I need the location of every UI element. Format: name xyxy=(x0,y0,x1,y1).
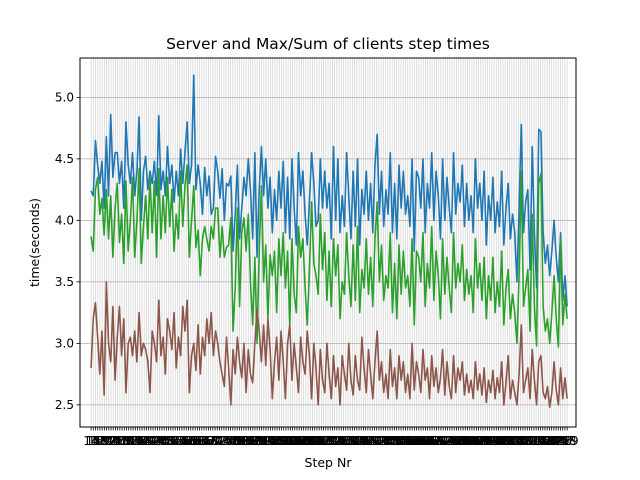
y-tick-label: 3.0 xyxy=(55,337,74,351)
y-tick-label: 2.5 xyxy=(55,398,74,412)
y-tick-label: 5.0 xyxy=(55,91,74,105)
y-tick-label: 3.5 xyxy=(55,275,74,289)
y-tick-label: 4.0 xyxy=(55,214,74,228)
x-tick-label: 229 xyxy=(556,434,579,448)
x-axis-label: Step Nr xyxy=(305,455,353,470)
y-tick-label: 4.5 xyxy=(55,152,74,166)
chart-title: Server and Max/Sum of clients step times xyxy=(166,35,490,53)
y-axis-label: time(seconds) xyxy=(27,198,42,287)
